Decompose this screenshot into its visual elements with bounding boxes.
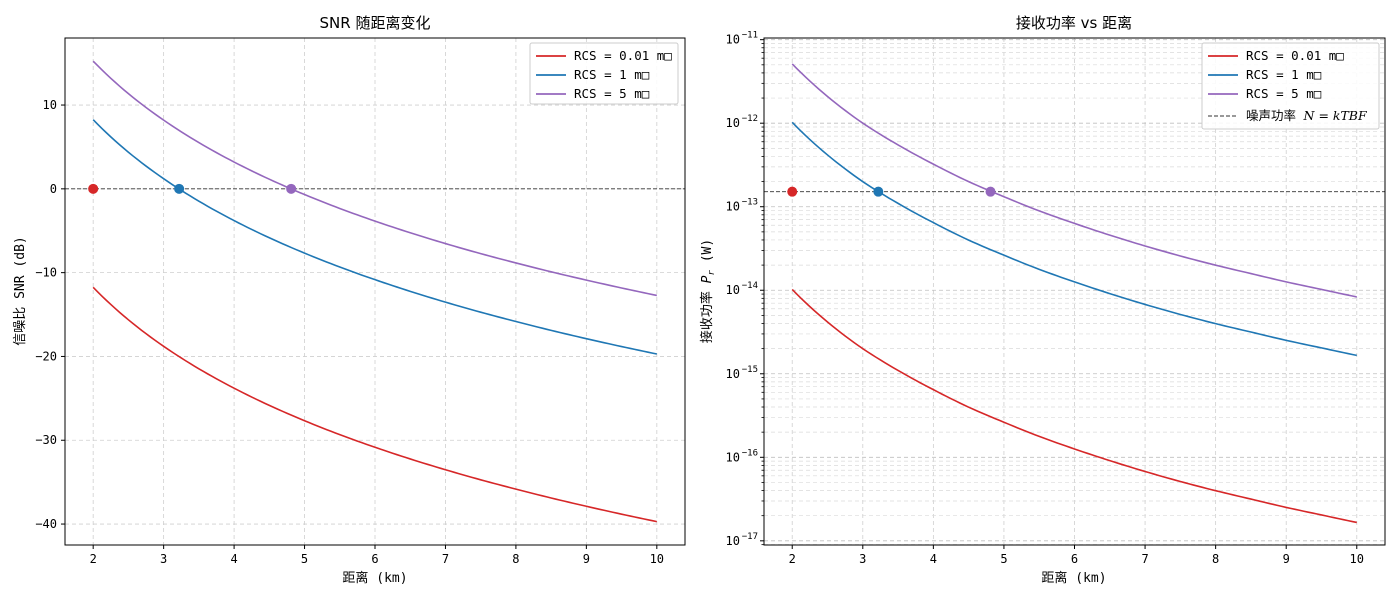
- power-x-tick-label-4: 4: [930, 552, 937, 566]
- power-y-tick-exponent-12: −12: [742, 114, 758, 124]
- snr-y-tick-label-40: −40: [35, 517, 57, 531]
- power-x-tick-label-3: 3: [859, 552, 866, 566]
- power-series-line-0: [791, 288, 1357, 524]
- snr-x-tick-label-9: 9: [583, 552, 590, 566]
- power-y-tick-exponent-17: −17: [742, 532, 758, 542]
- snr-x-tick-label-5: 5: [301, 552, 308, 566]
- snr-x-axis-label: 距离 (km): [342, 570, 407, 586]
- snr-crossing-marker-0: [88, 183, 99, 194]
- power-y-axis-label-main: 接收功率: [699, 283, 715, 343]
- power-crossing-markers: [787, 186, 996, 197]
- power-legend-box: [1201, 42, 1380, 130]
- snr-y-tick-label-0: 0: [50, 182, 57, 196]
- power-y-tick-exponent-15: −15: [742, 365, 758, 375]
- power-y-tick-exponent-11: −11: [742, 31, 758, 41]
- snr-x-tick-label-2: 2: [90, 552, 97, 566]
- snr-y-axis-label: 信噪比 SNR (dB): [13, 236, 28, 345]
- snr-crossing-marker-1: [174, 183, 185, 194]
- power-legend-label-noise-math: N = kTBF: [1303, 108, 1368, 123]
- power-x-tick-label-6: 6: [1071, 552, 1078, 566]
- power-y-tick-label-12: 10: [726, 116, 740, 130]
- snr-crossing-markers: [88, 183, 297, 194]
- power-chart-title: 接收功率 vs 距离: [1016, 14, 1132, 32]
- power-y-tick-label-16: 10: [726, 450, 740, 464]
- snr-legend-label-rcs-1: RCS = 1 m□: [574, 67, 650, 82]
- power-series-lines: [764, 63, 1385, 524]
- snr-x-tick-label-7: 7: [442, 552, 449, 566]
- power-ticks: 2 3 4 5 6 7 8 9 1010−1110−1210−1310−1410−1510−16…: [726, 31, 1364, 566]
- snr-x-tick-label-10: 10: [650, 552, 664, 566]
- power-x-tick-label-5: 5: [1000, 552, 1007, 566]
- power-y-tick-label-17: 10: [726, 534, 740, 548]
- power-crossing-marker-0: [787, 186, 798, 197]
- snr-series-line-1: [92, 119, 657, 355]
- snr-ticks: 2 3 4 5 6 7 8 9 10 10 0 −10 −20 −30 −40: [35, 98, 664, 566]
- power-legend-label-noise-text: 噪声功率: [1246, 108, 1304, 123]
- snr-legend-box: [529, 42, 679, 105]
- snr-x-tick-label-3: 3: [160, 552, 167, 566]
- snr-legend-label-rcs-001: RCS = 0.01 m□: [574, 48, 672, 63]
- snr-y-tick-label-10: −10: [35, 266, 57, 280]
- snr-series-line-2: [92, 60, 657, 297]
- power-x-tick-label-9: 9: [1283, 552, 1290, 566]
- snr-series-lines: [65, 60, 685, 523]
- snr-series-line-0: [92, 286, 657, 523]
- power-y-tick-label-11: 10: [726, 33, 740, 47]
- power-y-tick-exponent-13: −13: [742, 198, 758, 208]
- power-series-line-1: [791, 121, 1357, 357]
- power-crossing-marker-1: [873, 186, 884, 197]
- power-legend-label-noise: 噪声功率 N = kTBF: [1246, 108, 1368, 123]
- power-legend-label-rcs-1: RCS = 1 m□: [1246, 67, 1322, 82]
- snr-chart-title: SNR 随距离变化: [320, 14, 431, 32]
- power-x-tick-label-10: 10: [1350, 552, 1364, 566]
- snr-y-tick-label-30: −30: [35, 433, 57, 447]
- power-crossing-marker-2: [985, 186, 996, 197]
- power-y-axis-label-symbol: P: [700, 275, 715, 283]
- power-y-tick-exponent-16: −16: [742, 448, 758, 458]
- power-y-axis-label-sub: r: [707, 270, 717, 276]
- snr-y-tick-label-20: −20: [35, 349, 57, 363]
- power-y-axis-label: 接收功率 Pr (W): [699, 239, 717, 343]
- snr-chart: SNR 随距离变化 2 3 4 5 6 7 8 9 10 10 0 −10 −20 −30 −40 距离 (…: [13, 14, 686, 586]
- snr-x-tick-label-8: 8: [512, 552, 519, 566]
- power-y-tick-exponent-14: −14: [742, 281, 758, 291]
- snr-grid: [65, 38, 685, 545]
- snr-y-tick-label-10: 10: [43, 98, 57, 112]
- power-legend: RCS = 0.01 m□ RCS = 1 m□ RCS = 5 m□ 噪声功率…: [1201, 42, 1380, 130]
- power-x-tick-label-2: 2: [789, 552, 796, 566]
- power-legend-label-rcs-5: RCS = 5 m□: [1246, 86, 1322, 101]
- snr-crossing-marker-2: [286, 183, 297, 194]
- power-y-tick-label-15: 10: [726, 367, 740, 381]
- snr-legend-label-rcs-5: RCS = 5 m□: [574, 86, 650, 101]
- power-y-axis-label-unit: (W): [700, 239, 715, 270]
- power-legend-label-rcs-001: RCS = 0.01 m□: [1246, 48, 1344, 63]
- power-x-tick-label-7: 7: [1141, 552, 1148, 566]
- snr-x-tick-label-4: 4: [230, 552, 237, 566]
- power-y-tick-label-13: 10: [726, 200, 740, 214]
- power-x-tick-label-8: 8: [1212, 552, 1219, 566]
- power-y-tick-label-14: 10: [726, 283, 740, 297]
- snr-x-tick-label-6: 6: [371, 552, 378, 566]
- power-series-line-2: [791, 63, 1357, 298]
- power-x-axis-label: 距离 (km): [1041, 570, 1106, 586]
- snr-legend: RCS = 0.01 m□ RCS = 1 m□ RCS = 5 m□: [529, 42, 679, 105]
